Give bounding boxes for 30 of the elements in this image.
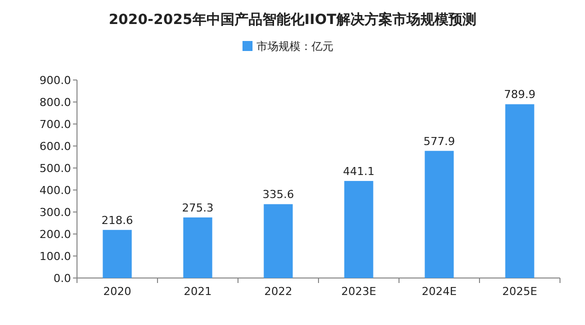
bar (264, 204, 293, 278)
legend-label: 市场规模：亿元 (256, 40, 334, 53)
bar (183, 217, 212, 278)
x-tick-label: 2025E (502, 285, 538, 298)
y-tick-label: 700.0 (40, 118, 71, 131)
y-tick-label: 100.0 (40, 250, 71, 263)
data-label: 335.6 (262, 188, 294, 202)
x-tick-label: 2022 (264, 285, 292, 298)
y-tick-label: 500.0 (40, 162, 71, 175)
bar (102, 230, 132, 278)
data-label: 577.9 (424, 134, 455, 148)
x-tick-label: 2020 (103, 285, 132, 298)
bar (424, 150, 454, 278)
y-tick-label: 600.0 (40, 140, 71, 153)
data-label: 441.1 (343, 164, 374, 178)
x-tick-label: 2024E (422, 285, 457, 298)
bar (344, 180, 374, 278)
data-label: 275.3 (182, 201, 214, 214)
y-tick-label: 300.0 (40, 206, 71, 219)
chart-title: 2020-2025年中国产品智能化IIOT解决方案市场规模预测 (108, 11, 476, 28)
y-tick-label: 0.0 (54, 272, 71, 285)
x-tick-label: 2023E (341, 285, 376, 298)
bar (505, 104, 534, 278)
y-tick-label: 900.0 (40, 74, 71, 87)
data-label: 789.9 (504, 88, 536, 102)
y-tick-label: 400.0 (40, 184, 71, 197)
y-tick-label: 200.0 (40, 228, 71, 241)
x-tick-label: 2021 (184, 285, 212, 298)
y-tick-label: 800.0 (40, 96, 71, 109)
data-label: 218.6 (102, 214, 133, 227)
